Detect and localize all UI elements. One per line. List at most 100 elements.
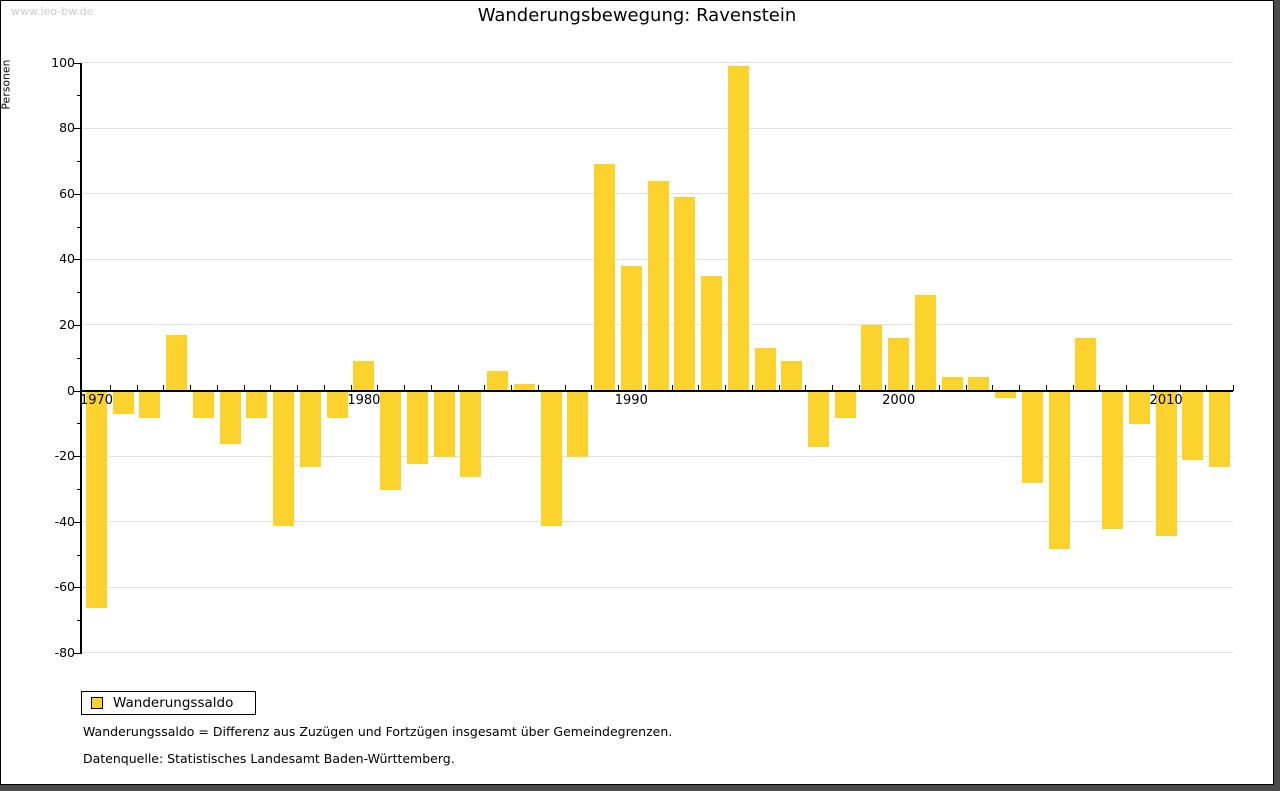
x-year-tick xyxy=(912,384,914,391)
y-minor-tick xyxy=(77,357,81,359)
x-year-tick xyxy=(1099,384,1101,391)
x-year-tick xyxy=(537,384,539,391)
x-year-tick xyxy=(591,384,593,391)
bar-1971 xyxy=(112,391,134,415)
bar-2009 xyxy=(1128,391,1150,425)
x-year-tick xyxy=(885,384,887,391)
bar-1998 xyxy=(834,391,856,418)
y-tick-label: 20 xyxy=(59,316,75,332)
bar-1990 xyxy=(620,265,642,391)
y-major-tick xyxy=(74,62,81,64)
x-year-tick xyxy=(1045,384,1047,391)
gridline-y-100 xyxy=(81,62,1233,63)
x-year-tick xyxy=(671,384,673,391)
bar-1982 xyxy=(406,391,428,464)
bar-1976 xyxy=(246,391,268,418)
y-tick-label: 40 xyxy=(59,251,75,267)
gridline-y--40 xyxy=(81,521,1233,523)
x-axis-label-2000: 2000 xyxy=(882,393,916,408)
y-minor-tick xyxy=(77,160,81,162)
y-tick-label: 100 xyxy=(51,54,75,70)
y-major-tick xyxy=(74,324,81,326)
bar-2011 xyxy=(1182,391,1204,461)
bar-1985 xyxy=(487,370,509,391)
y-major-tick xyxy=(74,390,81,392)
bar-1980 xyxy=(353,360,375,391)
y-tick-label: 0 xyxy=(67,382,75,398)
bar-1988 xyxy=(567,391,589,458)
bar-1977 xyxy=(273,391,295,526)
x-year-tick xyxy=(564,384,566,391)
x-year-tick xyxy=(110,384,111,391)
y-major-tick xyxy=(74,193,81,195)
bar-2010 xyxy=(1155,391,1177,536)
bar-1994 xyxy=(727,65,749,391)
gridline-y--20 xyxy=(81,455,1233,457)
x-year-tick xyxy=(243,384,245,391)
x-year-tick xyxy=(751,384,753,391)
x-axis-label-1990: 1990 xyxy=(614,393,648,408)
x-year-tick xyxy=(350,384,352,391)
bar-1989 xyxy=(594,164,616,391)
y-major-tick xyxy=(74,521,81,523)
gridline-y--80 xyxy=(81,652,1233,654)
footnote-source: Datenquelle: Statistisches Landesamt Bad… xyxy=(83,751,455,766)
bar-1974 xyxy=(192,391,214,418)
x-year-tick xyxy=(938,384,940,391)
x-year-tick xyxy=(404,384,406,391)
bar-2006 xyxy=(1048,391,1070,549)
y-minor-tick xyxy=(77,620,81,622)
y-minor-tick xyxy=(77,488,81,490)
bar-2012 xyxy=(1209,391,1231,467)
chart-title: Wanderungsbewegung: Ravenstein xyxy=(477,5,797,26)
gridline-y-80 xyxy=(81,127,1233,129)
x-year-tick xyxy=(618,384,620,391)
bar-1991 xyxy=(647,180,669,391)
watermark: www.leo-bw.de xyxy=(11,5,94,18)
bar-2004 xyxy=(995,391,1017,399)
x-year-tick xyxy=(511,384,513,391)
x-year-tick xyxy=(1126,384,1128,391)
bar-1984 xyxy=(460,391,482,477)
gridline-y--60 xyxy=(81,586,1233,588)
x-year-tick xyxy=(778,384,780,391)
bar-2005 xyxy=(1021,391,1043,484)
bar-1995 xyxy=(754,347,776,391)
bar-1978 xyxy=(299,391,321,467)
x-year-tick xyxy=(270,384,272,391)
x-year-tick xyxy=(992,384,994,391)
x-axis-label-1980: 1980 xyxy=(347,393,381,408)
y-major-tick xyxy=(74,259,81,261)
bar-1981 xyxy=(380,391,402,490)
x-year-tick xyxy=(725,384,727,391)
x-year-tick xyxy=(1072,384,1074,391)
x-year-tick xyxy=(644,384,646,391)
bar-1973 xyxy=(166,334,188,391)
y-major-tick xyxy=(74,652,81,654)
y-axis-line xyxy=(80,62,82,654)
y-tick-label: 60 xyxy=(59,185,75,201)
bar-1999 xyxy=(861,324,883,391)
bar-1986 xyxy=(513,383,535,391)
x-year-tick xyxy=(190,384,192,391)
bar-1970 xyxy=(86,391,107,608)
x-axis-label-2010: 2010 xyxy=(1149,393,1183,408)
x-axis-line xyxy=(81,389,1233,392)
x-year-tick xyxy=(1152,384,1154,391)
footnote-definition: Wanderungssaldo = Differenz aus Zuzügen … xyxy=(83,724,673,739)
x-year-tick xyxy=(858,384,860,391)
x-year-tick xyxy=(297,384,299,391)
y-tick-label: 80 xyxy=(59,120,75,136)
x-year-tick xyxy=(1019,384,1021,391)
bar-2008 xyxy=(1102,391,1124,530)
y-minor-tick xyxy=(77,423,81,425)
x-year-tick xyxy=(430,384,432,391)
legend-box: Wanderungssaldo xyxy=(81,691,257,715)
y-tick-label: -60 xyxy=(54,579,75,595)
bar-1997 xyxy=(807,391,829,448)
bar-1983 xyxy=(433,391,455,458)
x-year-tick xyxy=(323,384,325,391)
legend-swatch-icon xyxy=(91,697,103,709)
